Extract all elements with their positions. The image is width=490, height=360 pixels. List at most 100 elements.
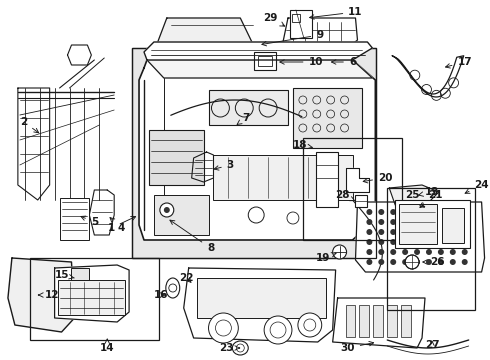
Polygon shape <box>192 152 214 182</box>
Circle shape <box>450 209 456 215</box>
Circle shape <box>414 229 420 235</box>
Bar <box>132 48 376 258</box>
Circle shape <box>367 239 372 245</box>
Circle shape <box>390 219 396 225</box>
Polygon shape <box>54 265 129 322</box>
Text: 25: 25 <box>405 190 424 207</box>
Circle shape <box>450 229 456 235</box>
Polygon shape <box>147 60 372 78</box>
Bar <box>360 305 369 337</box>
Circle shape <box>438 239 444 245</box>
Polygon shape <box>139 60 375 240</box>
Text: 29: 29 <box>263 13 285 26</box>
Text: 20: 20 <box>363 173 392 183</box>
Bar <box>72 268 89 280</box>
Text: 5: 5 <box>81 216 98 227</box>
Circle shape <box>209 313 238 343</box>
Circle shape <box>378 219 384 225</box>
Text: 17: 17 <box>445 57 472 68</box>
Circle shape <box>462 219 467 225</box>
Polygon shape <box>89 190 114 235</box>
Text: 11: 11 <box>310 7 363 19</box>
Text: 30: 30 <box>340 341 373 353</box>
Circle shape <box>462 259 467 265</box>
Bar <box>401 305 411 337</box>
Polygon shape <box>8 258 74 332</box>
Bar <box>316 152 338 207</box>
Bar <box>373 305 383 337</box>
Polygon shape <box>144 42 372 60</box>
Bar <box>395 200 470 248</box>
Circle shape <box>264 316 292 344</box>
Text: 1: 1 <box>108 216 136 233</box>
Circle shape <box>462 249 467 255</box>
Text: 23: 23 <box>219 343 240 353</box>
Circle shape <box>378 249 384 255</box>
Text: 6: 6 <box>331 57 356 67</box>
Bar <box>58 280 125 315</box>
Circle shape <box>333 245 346 259</box>
Circle shape <box>462 239 467 245</box>
Polygon shape <box>345 168 369 192</box>
Bar <box>154 195 209 235</box>
Circle shape <box>426 219 432 225</box>
Text: 16: 16 <box>153 290 168 300</box>
Bar <box>214 155 352 200</box>
Circle shape <box>426 229 432 235</box>
Text: 2: 2 <box>20 117 39 133</box>
Text: 19: 19 <box>316 253 336 263</box>
Circle shape <box>438 259 444 265</box>
Bar <box>149 130 203 185</box>
Text: 8: 8 <box>170 220 214 253</box>
Text: 22: 22 <box>179 273 194 283</box>
Circle shape <box>438 249 444 255</box>
Circle shape <box>426 259 432 265</box>
Text: 26: 26 <box>423 257 444 267</box>
Circle shape <box>414 249 420 255</box>
Text: 24: 24 <box>465 180 489 193</box>
Circle shape <box>378 209 384 215</box>
Bar <box>387 305 397 337</box>
Bar <box>399 204 437 244</box>
Circle shape <box>367 259 372 265</box>
Circle shape <box>450 249 456 255</box>
Polygon shape <box>18 88 49 200</box>
Circle shape <box>390 249 396 255</box>
Text: 15: 15 <box>54 270 74 280</box>
Circle shape <box>426 209 432 215</box>
Circle shape <box>426 239 432 245</box>
Circle shape <box>438 209 444 215</box>
Circle shape <box>462 209 467 215</box>
Circle shape <box>378 259 384 265</box>
Text: 4: 4 <box>110 217 125 233</box>
Bar <box>292 14 300 22</box>
Circle shape <box>402 229 408 235</box>
Polygon shape <box>154 18 258 55</box>
Circle shape <box>402 219 408 225</box>
Bar <box>387 188 475 310</box>
Text: 9: 9 <box>262 30 323 46</box>
Text: 28: 28 <box>335 190 355 201</box>
Text: 3: 3 <box>214 160 234 170</box>
Circle shape <box>164 207 170 213</box>
Circle shape <box>390 239 396 245</box>
Bar <box>293 88 363 148</box>
Circle shape <box>402 239 408 245</box>
Circle shape <box>402 249 408 255</box>
Polygon shape <box>333 298 425 348</box>
Polygon shape <box>355 202 485 272</box>
Circle shape <box>378 239 384 245</box>
Circle shape <box>367 209 372 215</box>
Text: 21: 21 <box>420 190 442 208</box>
Polygon shape <box>389 185 439 205</box>
Circle shape <box>426 249 432 255</box>
Circle shape <box>298 313 322 337</box>
Circle shape <box>390 259 396 265</box>
Circle shape <box>414 259 420 265</box>
Circle shape <box>450 219 456 225</box>
Polygon shape <box>184 268 336 342</box>
Bar <box>60 198 89 240</box>
Bar <box>254 52 276 70</box>
Text: 18: 18 <box>293 140 313 150</box>
Circle shape <box>402 209 408 215</box>
